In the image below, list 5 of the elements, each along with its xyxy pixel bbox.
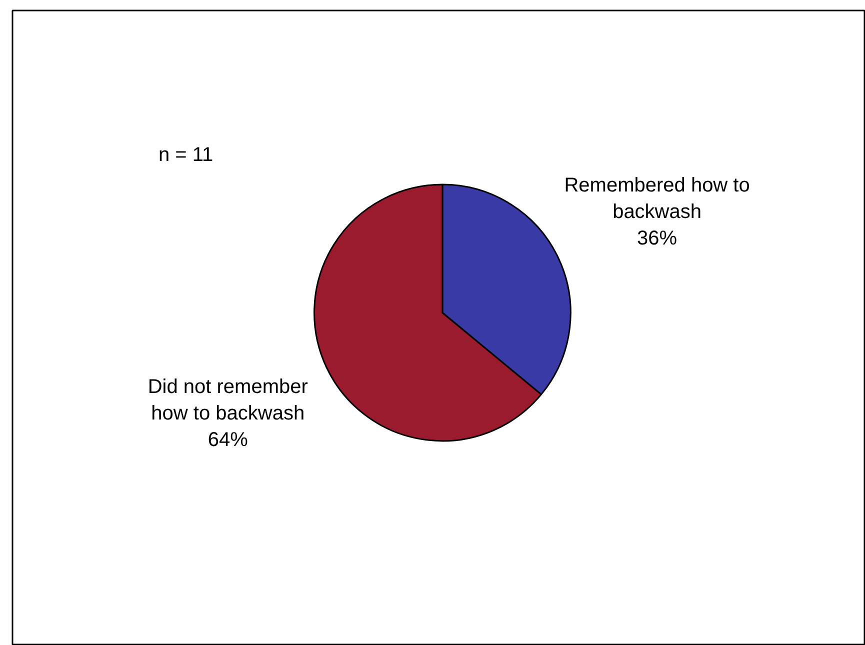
slice-label: Remembered how to backwash xyxy=(564,174,750,223)
text: n = 11 xyxy=(158,144,214,166)
slice-label: Did not remember how to backwash xyxy=(148,376,308,425)
data-label: 36% xyxy=(637,227,678,250)
data-label: 64% xyxy=(208,428,248,451)
